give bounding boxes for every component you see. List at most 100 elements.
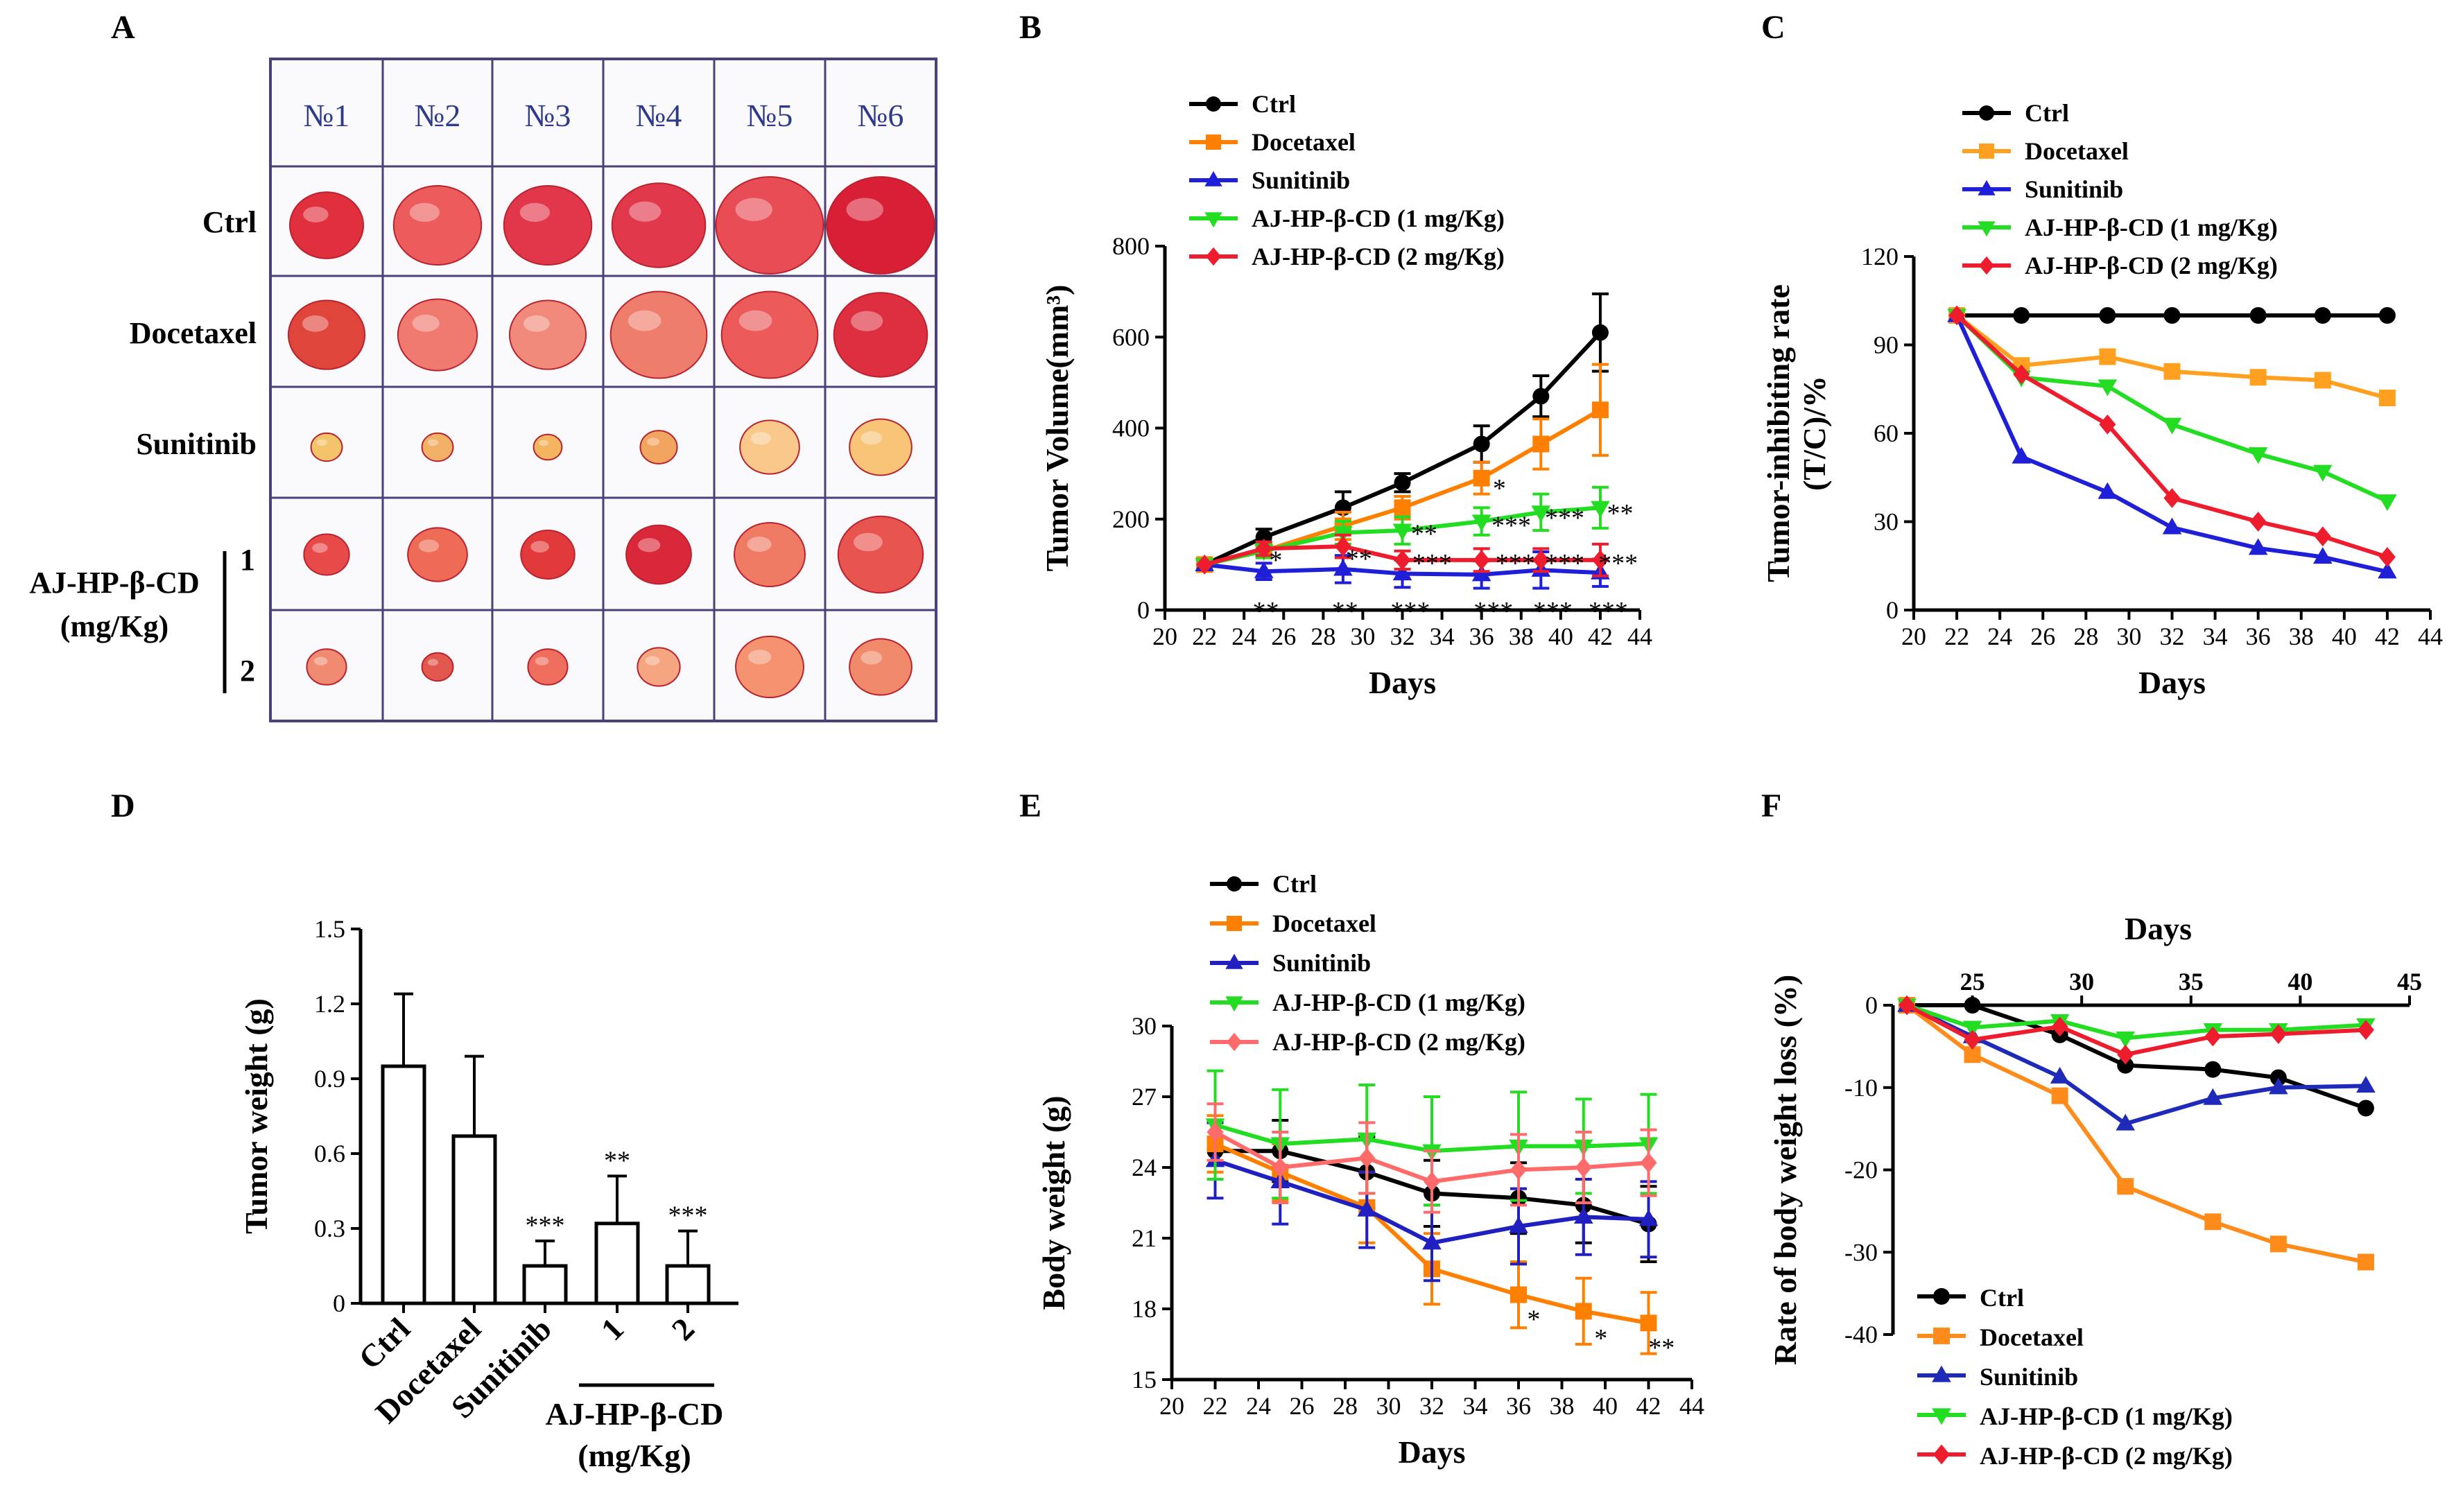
x-tick-label: 42	[1636, 1392, 1661, 1420]
legend-marker-0	[1979, 105, 1994, 121]
data-point	[2116, 1031, 2136, 1048]
data-point	[2314, 526, 2331, 547]
data-point	[2162, 417, 2182, 435]
panel-letter-F: F	[1761, 788, 1781, 824]
data-point	[1532, 550, 1550, 571]
tumor-photo	[397, 298, 478, 372]
x-tick-label: 45	[2397, 968, 2422, 996]
legend-marker-2	[1225, 953, 1243, 969]
legend-marker-1	[1227, 916, 1242, 931]
x-tick-label: 44	[1627, 623, 1652, 650]
x-tick-label: 36	[2246, 623, 2271, 650]
tumor-highlight	[750, 432, 772, 445]
legend-label-1: Docetaxel	[2025, 137, 2129, 165]
tumor-photo	[849, 638, 913, 696]
y-axis-title: Body weight (g)	[1036, 1095, 1071, 1310]
column-label-6: №6	[858, 98, 904, 133]
data-point	[2248, 538, 2268, 555]
data-point	[2378, 390, 2396, 406]
data-point	[2356, 1075, 2376, 1093]
data-point	[1392, 564, 1412, 581]
significance-mark: **	[1346, 545, 1372, 574]
panel-letter-B: B	[1019, 9, 1041, 46]
data-point	[1531, 505, 1551, 523]
tumor-highlight	[854, 532, 883, 552]
y-axis-title: Rate of body weight loss (%)	[1767, 975, 1803, 1365]
tumor-highlight	[313, 657, 328, 666]
data-point	[2204, 1061, 2222, 1078]
x-tick-label: 36	[1506, 1392, 1531, 1420]
y-tick-label: 0	[333, 1289, 345, 1317]
significance-mark: ***	[1496, 549, 1535, 578]
legend-label-0: Ctrl	[1980, 1284, 2024, 1312]
x-tick-label: 40	[2288, 968, 2312, 996]
legend-label-0: Ctrl	[1252, 90, 1296, 118]
data-point	[1357, 1199, 1377, 1217]
tumor-highlight	[427, 439, 439, 446]
significance-mark: **	[1253, 597, 1279, 626]
tumor-photo	[639, 430, 678, 464]
x-tick-label: 38	[2289, 623, 2314, 650]
y-tick-label: 0.9	[314, 1065, 345, 1093]
x-tick-label: 26	[1290, 1392, 1315, 1420]
significance-mark: ***	[1412, 549, 1452, 578]
x-tick-label: 24	[1231, 623, 1256, 650]
significance-mark: **	[1411, 519, 1437, 548]
legend-marker-2	[1204, 171, 1222, 186]
tumor-photo	[520, 530, 576, 580]
significance-mark: ***	[1390, 597, 1430, 626]
data-point	[1334, 536, 1351, 557]
data-point	[2312, 547, 2333, 564]
data-point	[1509, 1216, 1528, 1233]
data-point	[1394, 474, 1411, 492]
y-axis-title: Tumor-inhibiting rate(T/C)/%	[1761, 284, 1832, 582]
legend-label-2: Sunitinib	[2025, 175, 2123, 203]
panel-letter-C: C	[1761, 9, 1785, 46]
x-tick-label: 38	[1509, 623, 1534, 650]
x-tick-label: 44	[1679, 1392, 1704, 1420]
data-point	[2098, 379, 2118, 397]
x-tick-label: 42	[2375, 623, 2400, 650]
data-point	[2117, 1178, 2134, 1195]
x-axis-title: Days	[2125, 911, 2192, 946]
y-tick-label: 60	[1874, 419, 1899, 447]
x-tick-label: 24	[1987, 623, 2012, 650]
bar-4	[665, 1264, 711, 1305]
significance-mark: ***	[1598, 549, 1638, 578]
data-point	[2269, 1024, 2287, 1044]
column-label-4: №4	[636, 98, 682, 133]
x-tick-label: 30	[2116, 623, 2141, 650]
data-point	[1471, 564, 1491, 582]
significance-mark: *	[1269, 546, 1282, 575]
data-point	[2099, 348, 2116, 365]
y-tick-label: 400	[1112, 415, 1150, 442]
x-tick-label: 25	[1960, 968, 1985, 996]
data-point	[1962, 1020, 1982, 1038]
tumor-highlight	[861, 431, 883, 445]
data-point	[1591, 324, 1609, 341]
legend-marker-3	[1225, 996, 1243, 1012]
tumor-photo	[611, 182, 707, 268]
legend-label-1: Docetaxel	[1252, 128, 1356, 156]
group-label: AJ-HP-β-CD	[546, 1396, 724, 1432]
y-tick-label: 30	[1874, 508, 1899, 536]
tumor-photo	[392, 184, 483, 266]
data-point	[2357, 1100, 2374, 1117]
data-point	[2314, 307, 2331, 324]
significance-mark: *	[1594, 1324, 1607, 1353]
data-point	[2249, 512, 2267, 532]
data-point	[2378, 494, 2397, 512]
significance-mark: **	[1332, 597, 1358, 626]
data-point	[1510, 1160, 1527, 1180]
data-point	[2163, 307, 2181, 324]
data-point	[2117, 1057, 2134, 1074]
x-tick-label: 22	[1203, 1392, 1228, 1420]
y-axis-title: Tumor Volume(mm³)	[1039, 285, 1075, 572]
legend-label-4: AJ-HP-β-CD (2 mg/Kg)	[2025, 252, 2278, 279]
x-tick-label: 28	[1311, 623, 1335, 650]
y-axis-title-line: Tumor Volume(mm³)	[1039, 285, 1075, 572]
tumor-highlight	[412, 314, 440, 332]
legend-marker-3	[1204, 212, 1222, 228]
tumor-photo	[421, 432, 454, 462]
